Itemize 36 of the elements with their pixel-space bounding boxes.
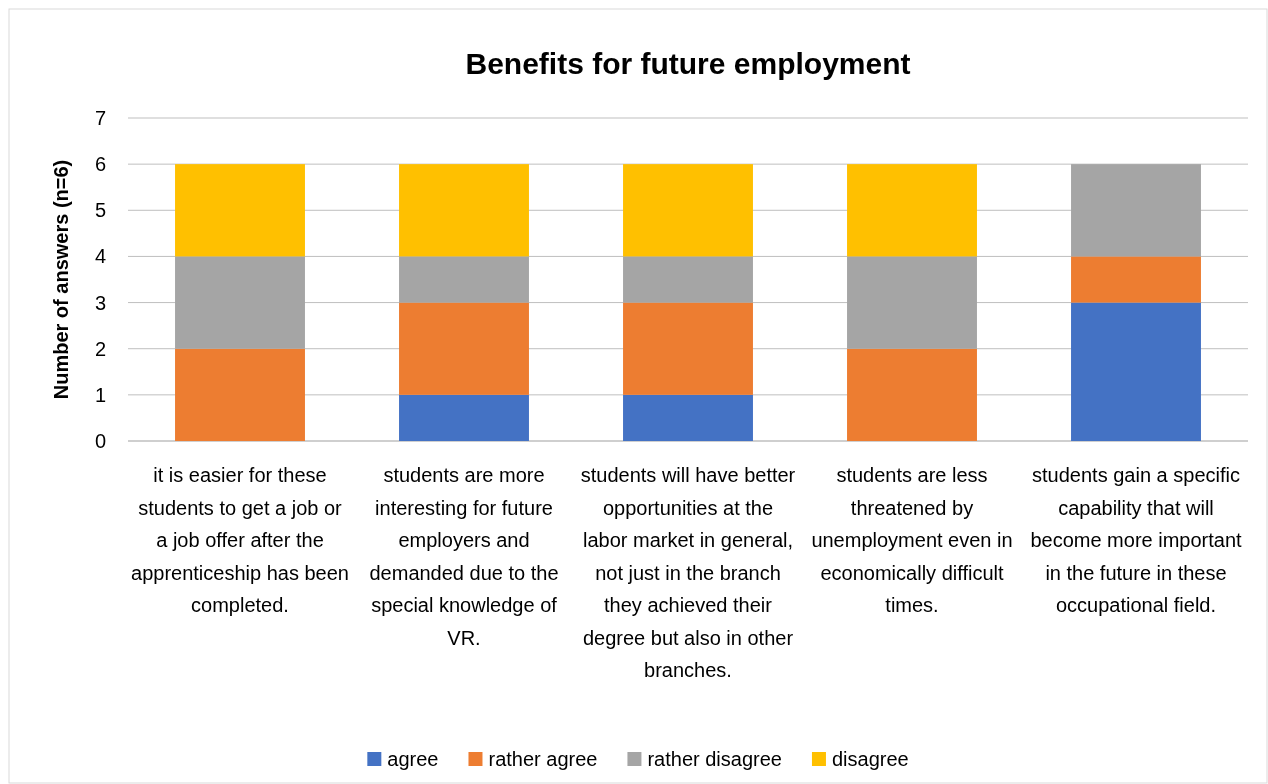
bar [847,348,977,441]
chart-title: Benefits for future employment [465,47,911,80]
y-axis-title: Number of answers (n=6) [50,159,72,400]
x-tick-label: students are more interesting for future employers and demanded due to the special knowledge of VR. [369,464,559,649]
bar [847,164,977,257]
bar [175,348,305,441]
y-tick-label: 0 [94,430,106,452]
y-tick-label: 1 [94,383,106,406]
legend-label: agree [387,748,439,770]
legend-label: rather agree [488,748,598,770]
y-tick-label: 5 [94,199,106,222]
bar [623,256,753,303]
y-tick-label: 3 [94,291,106,314]
y-tick-label: 4 [94,245,106,268]
x-tick-label: students will have better opportunities at the labor market in general, not just in the branch they achieved their degree but also in other branches. [580,464,796,681]
bar [399,256,529,303]
bar [847,256,977,349]
bar [175,164,305,257]
legend-label: rather disagree [647,748,782,770]
y-tick-label: 2 [94,337,106,360]
bar [399,394,529,441]
x-tick-label: students gain a specific capability that will become more important in the future in these occupational field. [1030,464,1243,616]
bar [623,302,753,395]
bar [623,394,753,441]
x-tick-label: students are less threatened by unemployment even in economically difficult times. [811,464,1013,616]
x-tick-label: it is easier for these students to get a job or a job offer after the apprenticeship has been completed. [131,464,349,616]
bar [1071,256,1201,303]
y-tick-label: 6 [94,153,106,176]
legend-label: disagree [831,748,909,770]
bar [399,302,529,395]
bar [1071,164,1201,257]
y-tick-label: 7 [94,107,106,129]
bar [623,164,753,257]
bar [175,256,305,349]
bar [1071,302,1201,441]
bar [399,164,529,257]
